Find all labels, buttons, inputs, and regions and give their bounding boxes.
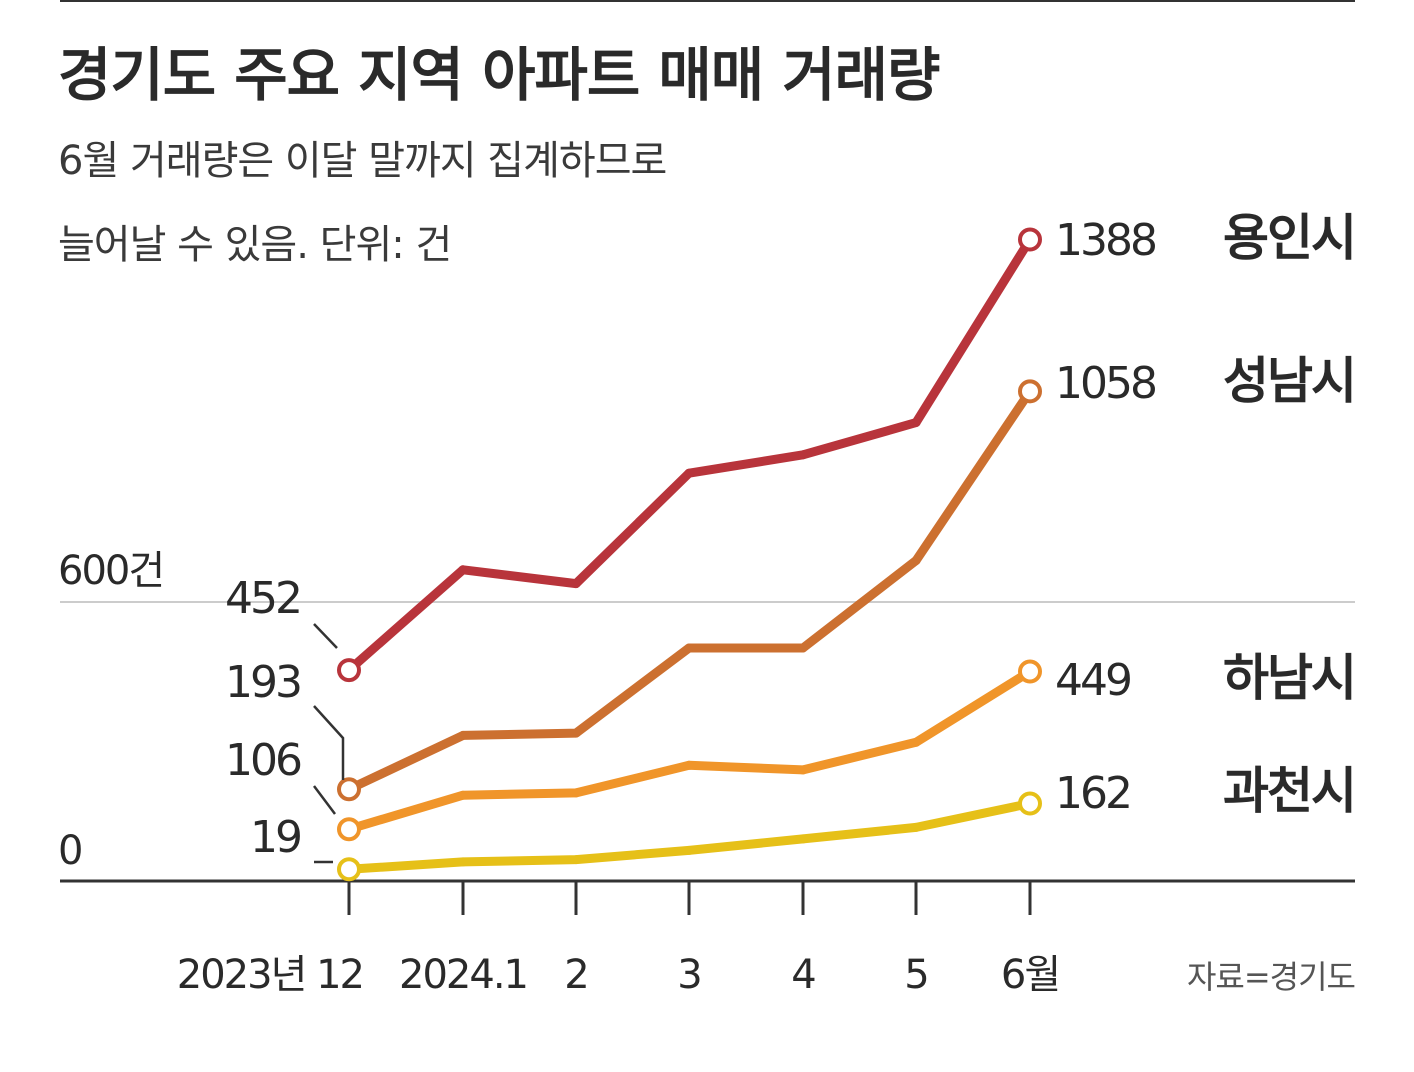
series-line-gwacheon [344,799,1035,874]
leader-line-hanam [313,785,336,815]
data-point-yongin-5 [911,418,921,428]
chart-subtitle-line-1: 6월 거래량은 이달 말까지 집계하므로 [58,138,667,184]
data-point-gwacheon-1 [458,857,468,867]
label-layer: 0 600건 2023년 12 2024.1 2 3 4 5 6월 452 1388 용인시 193 10… [58,209,1357,998]
leader-line-seongnam [313,705,345,780]
end-value-label-yongin: 1388 [1055,215,1155,266]
data-point-gwacheon-4 [798,834,808,844]
series-name-seongnam: 성남시 [1223,352,1355,410]
data-point-yongin-3 [684,468,694,478]
chart-subtitle-line-2: 늘어날 수 있음. 단위: 건 [58,222,452,268]
data-point-hanam-3 [684,760,694,770]
data-point-seongnam-1 [458,730,468,740]
data-point-yongin-6 [1018,227,1042,252]
series-name-hanam: 하남시 [1223,649,1355,707]
start-value-label-seongnam: 193 [225,657,300,708]
series-name-yongin: 용인시 [1223,209,1355,267]
leader-line-yongin [313,623,338,649]
start-value-label-hanam: 106 [225,735,301,786]
data-point-seongnam-2 [571,728,581,738]
data-point-seongnam-4 [798,643,808,653]
x-tick-label-2: 2 [564,952,587,998]
top-rule [60,0,1355,2]
data-point-hanam-1 [458,790,468,800]
data-point-yongin-0 [337,658,361,683]
data-point-seongnam-6 [1018,379,1042,404]
data-point-yongin-1 [458,565,468,575]
x-tick-label-3: 3 [677,952,700,998]
data-point-gwacheon-5 [911,822,921,832]
data-point-hanam-0 [337,817,361,842]
x-tick-label-5: 5 [904,952,927,998]
data-point-yongin-2 [571,579,581,589]
axis-layer [60,879,1355,915]
start-value-label-yongin: 452 [225,573,300,624]
x-tick-label-6: 6월 [1001,952,1059,998]
start-value-label-gwacheon: 19 [250,812,300,863]
data-point-seongnam-3 [684,643,694,653]
data-point-hanam-2 [571,788,581,798]
data-point-gwacheon-6 [1018,791,1042,816]
data-point-seongnam-0 [337,777,361,802]
series-layer [337,227,1042,882]
end-value-label-seongnam: 1058 [1055,358,1155,409]
data-point-hanam-5 [911,737,921,747]
data-point-seongnam-5 [911,556,921,566]
data-point-yongin-4 [798,450,808,460]
data-point-gwacheon-3 [684,845,694,855]
x-tick-label-4: 4 [791,952,815,998]
data-point-hanam-4 [798,765,808,775]
chart-title: 경기도 주요 지역 아파트 매매 거래량 [58,41,940,109]
end-value-label-gwacheon: 162 [1055,768,1130,819]
x-tick-label-0: 2023년 12 [177,952,363,998]
y-tick-label-0: 0 [58,828,81,874]
series-line-seongnam [344,386,1035,794]
series-line-hanam [344,667,1035,834]
data-point-gwacheon-0 [337,857,361,882]
series-line-yongin [344,235,1035,675]
x-tick-label-1: 2024.1 [399,952,527,998]
y-tick-label-600: 600건 [58,548,163,594]
data-point-gwacheon-2 [571,855,581,865]
data-point-hanam-6 [1018,659,1042,684]
series-name-gwacheon: 과천시 [1223,762,1355,820]
end-value-label-hanam: 449 [1055,655,1130,706]
source-note: 자료=경기도 [1187,958,1355,996]
